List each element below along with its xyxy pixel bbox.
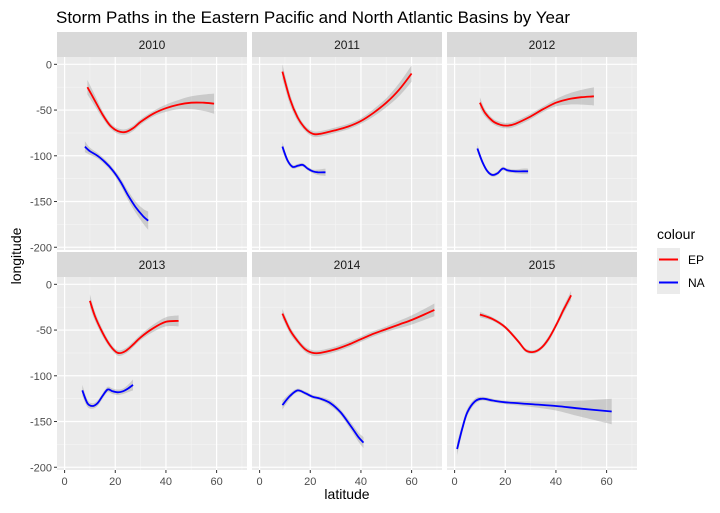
confidence-band-ep — [87, 79, 215, 135]
y-tick-label: 0 — [46, 279, 52, 291]
facet-grid: 2010 0 -50 -100 -150 -200 2011 2012 2013 0 -50 -100… — [30, 32, 637, 488]
series-line-na — [84, 145, 149, 222]
x-tick-label: 40 — [355, 476, 367, 488]
x-tick-label: 20 — [304, 476, 316, 488]
facet-panel-2012: 2012 — [447, 32, 637, 250]
series-line-na — [476, 148, 529, 176]
y-tick-label: -200 — [30, 242, 52, 254]
panel-background — [447, 277, 637, 470]
facet-panel-2015: 2015 0 20 40 60 — [447, 252, 637, 488]
panel-background — [252, 57, 442, 250]
x-tick-label: 0 — [452, 476, 458, 488]
x-tick-label: 40 — [550, 476, 562, 488]
facet-panel-2014: 2014 0 20 40 60 — [252, 252, 442, 488]
facet-strip — [447, 252, 637, 277]
y-tick-label: -200 — [30, 462, 52, 474]
series-line-ep — [281, 309, 435, 355]
x-tick-label: 0 — [62, 476, 68, 488]
facet-strip — [57, 252, 247, 277]
series-line-na — [281, 389, 365, 444]
facet-strip-label: 2012 — [529, 38, 556, 52]
legend-label-ep: EP — [688, 253, 704, 267]
confidence-band-na — [457, 396, 612, 456]
confidence-band-na — [477, 144, 529, 177]
x-tick-label: 20 — [499, 476, 511, 488]
series-line-ep — [89, 300, 179, 355]
y-tick-label: -50 — [36, 105, 52, 117]
series-line-ep — [281, 71, 413, 136]
confidence-band-na — [84, 141, 149, 230]
x-tick-label: 60 — [600, 476, 612, 488]
facet-panel-2013: 2013 0 -50 -100 -150 -200 0 20 40 60 — [30, 252, 247, 488]
series-line-na — [456, 397, 612, 450]
facet-strip-label: 2015 — [529, 258, 556, 272]
panel-background — [447, 57, 637, 250]
series-line-ep — [479, 294, 572, 353]
x-tick-label: 60 — [210, 476, 222, 488]
facet-panel-2011: 2011 — [252, 32, 442, 250]
facet-strip — [447, 32, 637, 57]
y-tick-label: -50 — [36, 325, 52, 337]
legend: colour EP NA — [657, 226, 705, 294]
facet-strip — [252, 252, 442, 277]
panel-background — [252, 277, 442, 470]
x-tick-label: 0 — [257, 476, 263, 488]
y-tick-label: -150 — [30, 417, 52, 429]
confidence-band-ep — [282, 64, 412, 138]
series-line-ep — [86, 86, 215, 134]
legend-title: colour — [657, 226, 695, 242]
panel-background — [57, 57, 247, 250]
series-line-ep — [479, 95, 594, 127]
series-line-na — [281, 146, 326, 174]
x-tick-label: 60 — [405, 476, 417, 488]
series-line-na — [81, 384, 134, 407]
x-axis-label: latitude — [324, 486, 369, 502]
confidence-band-na — [82, 379, 133, 409]
y-axis-label: longitude — [8, 227, 24, 284]
confidence-band-ep — [479, 87, 594, 129]
panel-background — [57, 277, 247, 470]
legend-items: EP NA — [657, 248, 705, 294]
y-tick-label: -150 — [30, 197, 52, 209]
y-tick-label: -100 — [30, 371, 52, 383]
chart-title: Storm Paths in the Eastern Pacific and N… — [56, 8, 570, 27]
facet-strip-label: 2014 — [334, 258, 361, 272]
facet-strip — [252, 32, 442, 57]
y-tick-label: 0 — [46, 59, 52, 71]
facet-strip-label: 2013 — [139, 258, 166, 272]
facet-strip-label: 2011 — [334, 38, 360, 52]
x-tick-label: 40 — [160, 476, 172, 488]
x-tick-label: 20 — [109, 476, 121, 488]
y-tick-label: -100 — [30, 151, 52, 163]
facet-strip-label: 2010 — [139, 38, 166, 52]
facet-panel-2010: 2010 0 -50 -100 -150 -200 — [30, 32, 247, 254]
legend-label-na: NA — [688, 276, 705, 290]
facet-strip — [57, 32, 247, 57]
